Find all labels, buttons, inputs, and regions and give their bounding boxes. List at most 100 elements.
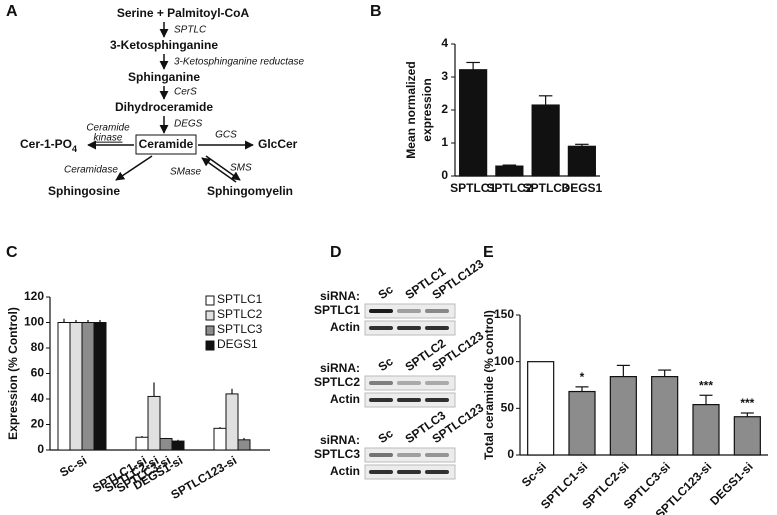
bar xyxy=(135,436,149,451)
x-tick-label: SPTLC1 xyxy=(450,181,496,195)
y-tick-label: 50 xyxy=(501,401,515,415)
band xyxy=(369,453,393,457)
bar xyxy=(495,165,524,177)
metabolite: Ceramide xyxy=(139,137,194,151)
legend-swatch xyxy=(205,295,215,306)
enzyme: 3-Ketosphinganine reductase xyxy=(174,57,305,68)
band xyxy=(369,398,393,402)
y-axis-label: Mean normalized xyxy=(404,61,418,158)
sirna-label: siRNA: xyxy=(320,433,360,447)
cer1p-subscript: 4 xyxy=(72,144,77,154)
x-tick-label: DEGS1-si xyxy=(707,459,756,508)
bar xyxy=(225,393,239,451)
panel-label: A xyxy=(6,3,18,20)
arrow xyxy=(205,155,241,181)
y-tick-label: 1 xyxy=(441,135,448,149)
bar xyxy=(733,416,761,456)
bar xyxy=(213,427,227,451)
y-axis-label: expression xyxy=(420,78,434,141)
metabolite: Sphingomyelin xyxy=(207,184,293,198)
enzyme: Ceramide xyxy=(86,123,130,134)
pathway: Serine + Palmitoyl-CoA SPTLC 3-Ketosphin… xyxy=(20,6,305,198)
x-tick-label: DEGS1 xyxy=(562,181,603,195)
metabolite: Serine + Palmitoyl-CoA xyxy=(117,6,250,20)
metabolite: GlcCer xyxy=(258,137,298,151)
blot xyxy=(364,303,456,319)
metabolite: 3-Ketosphinganine xyxy=(110,38,218,52)
significance: * xyxy=(580,370,585,384)
bar xyxy=(57,322,71,451)
ceramide-box xyxy=(135,134,197,155)
bar xyxy=(609,376,637,456)
band xyxy=(425,398,449,402)
bar xyxy=(568,390,596,456)
y-tick-label: 40 xyxy=(31,391,45,405)
y-tick-label: 0 xyxy=(441,168,448,182)
row-label: Actin xyxy=(330,320,360,334)
metabolite: Cer-1-PO4 xyxy=(20,137,77,154)
arrow xyxy=(115,155,153,181)
band xyxy=(369,381,393,385)
blot xyxy=(364,375,456,391)
lane-label: Sc xyxy=(376,426,396,446)
legend-swatch xyxy=(205,310,215,321)
y-tick-label: 80 xyxy=(31,340,45,354)
bar xyxy=(459,69,488,177)
enzyme: DEGS xyxy=(174,119,203,130)
metabolite: Sphinganine xyxy=(128,70,200,84)
legend-label: DEGS1 xyxy=(217,337,258,351)
y-axis-label: Expression (% Control) xyxy=(6,307,20,440)
band xyxy=(397,470,421,474)
bar xyxy=(81,322,95,451)
y-tick-label: 150 xyxy=(494,307,514,321)
sirna-label: siRNA: xyxy=(320,361,360,375)
x-tick-label: Sc-si xyxy=(519,459,549,489)
legend-label: SPTLC3 xyxy=(217,322,263,336)
blot xyxy=(364,447,456,463)
arrow xyxy=(201,157,237,183)
row-label: SPTLC3 xyxy=(314,447,360,461)
bar xyxy=(567,145,596,177)
legend-swatch xyxy=(205,325,215,336)
sirna-label: siRNA: xyxy=(320,289,360,303)
band xyxy=(397,381,421,385)
band xyxy=(369,326,393,330)
enzyme: CerS xyxy=(174,87,197,98)
y-tick-label: 0 xyxy=(507,447,514,461)
bar xyxy=(93,322,107,451)
y-tick-label: 0 xyxy=(37,442,44,456)
enzyme: GCS xyxy=(215,130,237,141)
band xyxy=(369,309,393,313)
legend-label: SPTLC2 xyxy=(217,307,263,321)
enzyme: Ceramidase xyxy=(64,165,118,176)
significance: *** xyxy=(699,378,713,392)
band xyxy=(425,453,449,457)
significance: *** xyxy=(740,396,754,410)
row-label: SPTLC2 xyxy=(314,375,360,389)
cer1p-label: Cer-1-PO xyxy=(20,137,72,151)
x-tick-label: Sc-si xyxy=(57,453,89,479)
y-tick-label: 2 xyxy=(441,102,448,116)
panel-label: E xyxy=(483,244,494,261)
metabolite: Dihydroceramide xyxy=(115,100,213,114)
y-tick-label: 3 xyxy=(441,69,448,83)
panel-label: B xyxy=(370,3,382,20)
bar xyxy=(69,322,83,451)
x-tick-label: SPTLC3 xyxy=(523,181,569,195)
metabolite: Sphingosine xyxy=(48,184,120,198)
band xyxy=(425,470,449,474)
bar xyxy=(531,104,560,177)
y-tick-label: 100 xyxy=(494,354,514,368)
legend-label: SPTLC1 xyxy=(217,292,263,306)
bar xyxy=(171,440,185,451)
band xyxy=(397,453,421,457)
band xyxy=(425,309,449,313)
enzyme: SMS xyxy=(230,163,252,174)
y-axis-label: Total ceramide (% control) xyxy=(482,310,496,460)
enzyme: SMase xyxy=(170,167,202,178)
lane-label: Sc xyxy=(376,354,396,374)
band xyxy=(397,398,421,402)
row-label: Actin xyxy=(330,392,360,406)
row-label: Actin xyxy=(330,464,360,478)
x-tick-label: SPTLC2 xyxy=(486,181,532,195)
